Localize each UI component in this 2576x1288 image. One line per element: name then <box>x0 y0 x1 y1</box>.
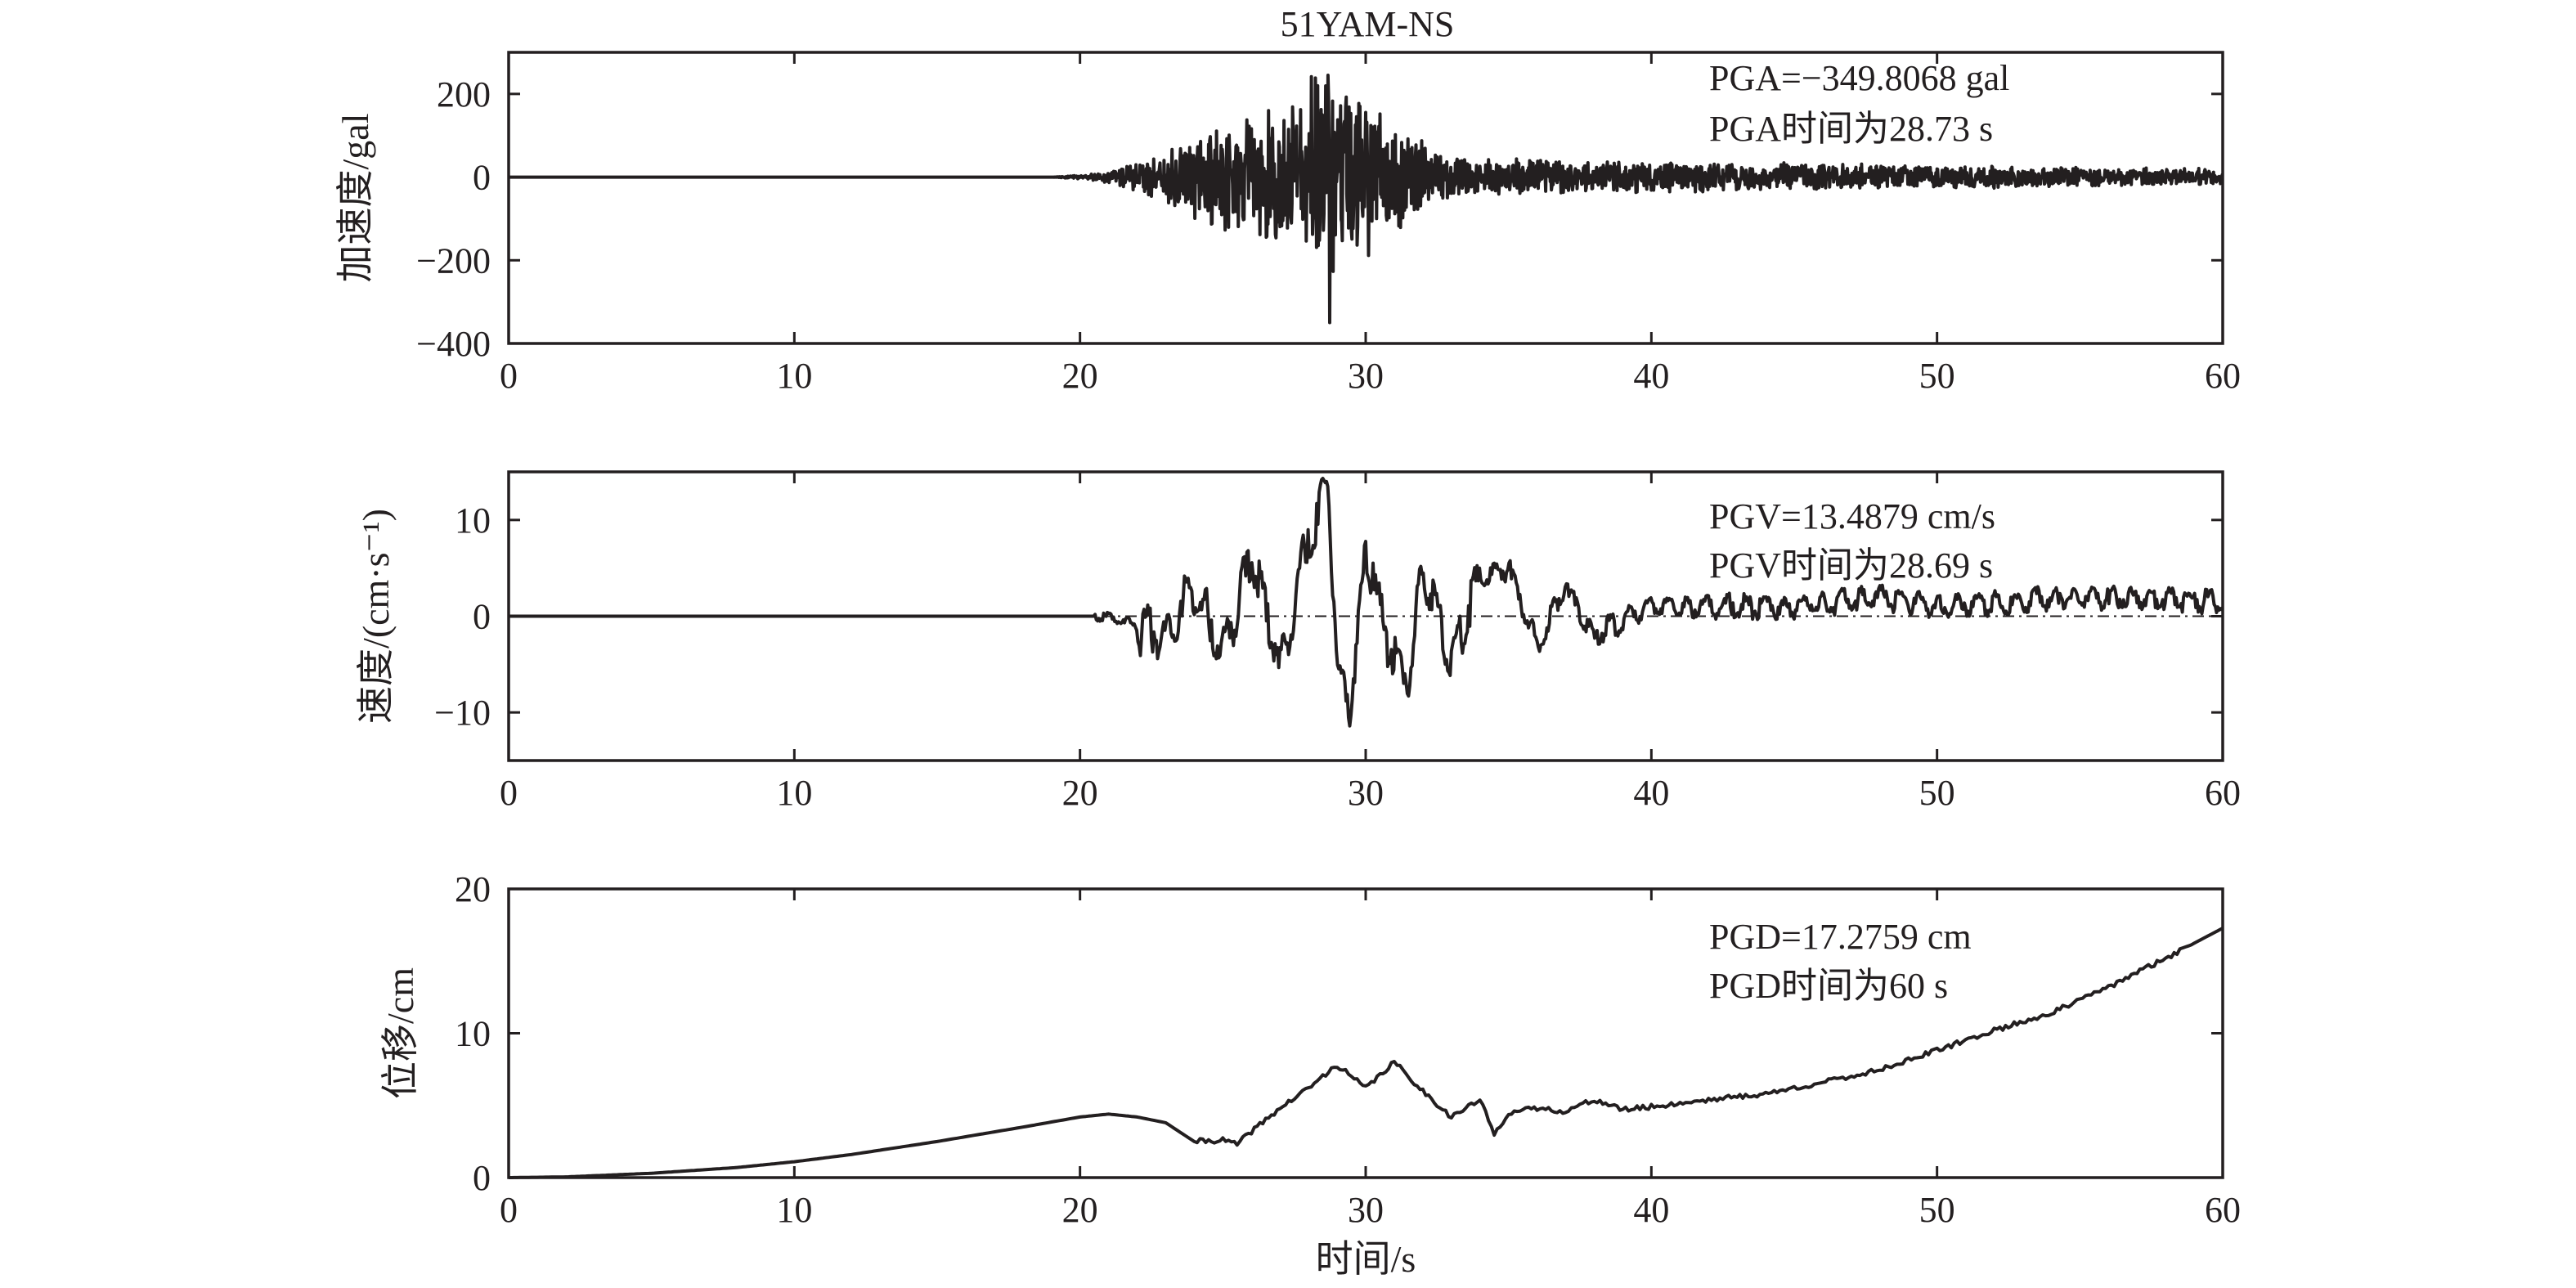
y-tick-label: 0 <box>473 1158 491 1198</box>
x-tick-label: 40 <box>1633 1190 1669 1230</box>
y-axis-label: 位移/cm <box>379 967 421 1099</box>
x-tick-label: 20 <box>1062 773 1098 813</box>
acceleration-panel: 0 10 20 30 40 50 60 200 0 −200 −400 加速度/gal PGA=−349… <box>334 51 2241 396</box>
x-tick-label: 50 <box>1919 1190 1955 1230</box>
x-tick-label: 0 <box>500 773 518 813</box>
x-tick-label: 0 <box>500 356 518 396</box>
y-tick-label: 20 <box>455 869 491 909</box>
peak-annotation: PGD=17.2759 cm <box>1709 917 1972 957</box>
x-tick-label: 0 <box>500 1190 518 1230</box>
y-tick-label: −400 <box>416 324 491 364</box>
x-tick-label: 30 <box>1348 773 1384 813</box>
y-axis-label: 速度/(cm·s⁻¹) <box>355 509 397 724</box>
x-tick-label: 20 <box>1062 1190 1098 1230</box>
x-tick-label: 60 <box>2205 356 2241 396</box>
displacement-trace <box>509 927 2224 1179</box>
x-tick-label: 20 <box>1062 356 1098 396</box>
y-tick-label: 0 <box>473 597 491 637</box>
displacement-panel: 0 10 20 30 40 50 60 20 10 0 位移/cm 时间/s PGD=17.2759 c… <box>379 869 2241 1280</box>
x-tick-label: 10 <box>776 356 812 396</box>
x-tick-label: 40 <box>1633 773 1669 813</box>
x-tick-label: 50 <box>1919 773 1955 813</box>
peak-annotation: PGA时间为28.73 s <box>1709 109 1993 149</box>
y-tick-label: −200 <box>416 240 491 280</box>
y-tick-label: 0 <box>473 158 491 198</box>
y-tick-label: 10 <box>455 500 491 541</box>
y-tick-label: −10 <box>434 693 491 733</box>
y-tick-label: 200 <box>437 74 491 114</box>
peak-annotation: PGA=−349.8068 gal <box>1709 58 2009 98</box>
peak-annotation: PGV时间为28.69 s <box>1709 545 1993 586</box>
x-tick-label: 50 <box>1919 356 1955 396</box>
x-tick-label: 30 <box>1348 356 1384 396</box>
x-tick-label: 30 <box>1348 1190 1384 1230</box>
x-tick-label: 60 <box>2205 773 2241 813</box>
x-tick-label: 60 <box>2205 1190 2241 1230</box>
figure-title: 51YAM-NS <box>1281 4 1455 44</box>
peak-annotation: PGD时间为60 s <box>1709 966 1948 1006</box>
velocity-trace <box>508 477 2224 728</box>
y-tick-label: 10 <box>455 1014 491 1054</box>
x-tick-label: 40 <box>1633 356 1669 396</box>
acceleration-trace <box>507 74 2224 325</box>
y-axis-label: 加速度/gal <box>334 114 376 283</box>
x-tick-label: 10 <box>776 773 812 813</box>
peak-annotation: PGV=13.4879 cm/s <box>1709 496 1995 536</box>
x-tick-label: 10 <box>776 1190 812 1230</box>
x-axis-label: 时间/s <box>1316 1238 1416 1280</box>
